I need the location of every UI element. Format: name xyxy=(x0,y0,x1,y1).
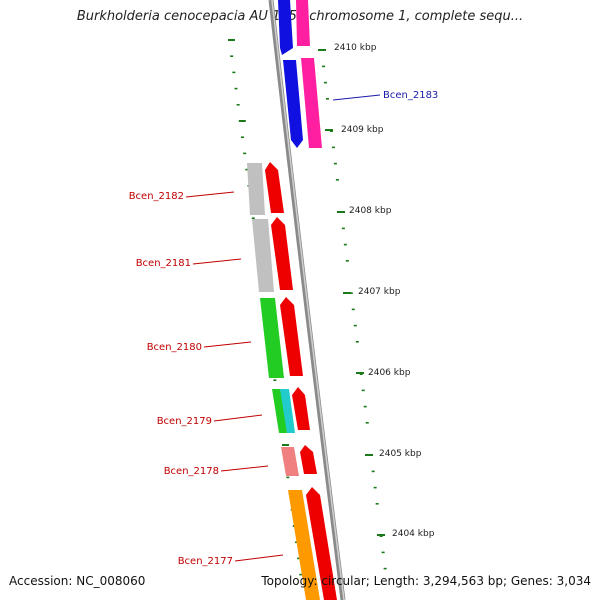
accession-info: Accession: NC_008060 xyxy=(9,574,146,588)
rna-bcen-2183[interactable] xyxy=(301,58,322,148)
cds-bcen-2177[interactable] xyxy=(306,487,337,600)
rna-bcen-2183-top[interactable] xyxy=(296,0,310,46)
cds-bcen-2180[interactable] xyxy=(280,297,303,376)
chromosome-backbone xyxy=(268,0,346,600)
gene-label-bcen-2178[interactable]: Bcen_2178 xyxy=(164,466,219,477)
gene-label-bcen-2182[interactable]: Bcen_2182 xyxy=(129,191,184,202)
leader-bcen-2183 xyxy=(332,94,381,101)
cds-bcen-2183[interactable] xyxy=(283,60,303,148)
gene-label-bcen-2180[interactable]: Bcen_2180 xyxy=(147,342,202,353)
gene-bcen-2180-green[interactable] xyxy=(260,298,284,378)
gene-bcen-2177-orange[interactable] xyxy=(288,490,320,600)
scale-label: 2404 kbp xyxy=(392,529,435,539)
gene-bcen-2182-grey[interactable] xyxy=(247,163,265,215)
leader-bcen-2178 xyxy=(220,465,269,472)
cds-bcen-2178[interactable] xyxy=(300,445,317,474)
leader-bcen-2180 xyxy=(203,341,252,348)
cds-bcen-2179[interactable] xyxy=(292,387,310,430)
gene-bcen-2179-cyan[interactable] xyxy=(280,389,295,433)
scale-label: 2409 kbp xyxy=(341,125,384,135)
leader-bcen-2181 xyxy=(192,258,242,265)
scale-label: 2406 kbp xyxy=(368,368,411,378)
cds-bcen-2182[interactable] xyxy=(265,162,284,213)
chromosome-backbone-highlight xyxy=(271,0,345,600)
leader-bcen-2182 xyxy=(185,191,235,198)
leader-bcen-2179 xyxy=(213,414,263,422)
scale-label: 2410 kbp xyxy=(334,43,377,53)
gene-bcen-2179-green[interactable] xyxy=(272,389,287,433)
scale-label: 2405 kbp xyxy=(379,449,422,459)
cds-bcen-2183-top[interactable] xyxy=(278,0,293,55)
cds-bcen-2181[interactable] xyxy=(271,217,293,290)
topology-info: Topology: circular; Length: 3,294,563 bp… xyxy=(261,574,591,588)
scale-label: 2408 kbp xyxy=(349,206,392,216)
gene-label-bcen-2179[interactable]: Bcen_2179 xyxy=(157,416,212,427)
scale-label: 2407 kbp xyxy=(358,287,401,297)
gene-bcen-2178-pink[interactable] xyxy=(281,447,299,476)
leader-bcen-2177 xyxy=(234,554,284,562)
gene-label-bcen-2183[interactable]: Bcen_2183 xyxy=(383,90,438,101)
gene-bcen-2181-grey[interactable] xyxy=(252,219,274,292)
gene-label-bcen-2177[interactable]: Bcen_2177 xyxy=(178,556,233,567)
gene-label-bcen-2181[interactable]: Bcen_2181 xyxy=(136,258,191,269)
